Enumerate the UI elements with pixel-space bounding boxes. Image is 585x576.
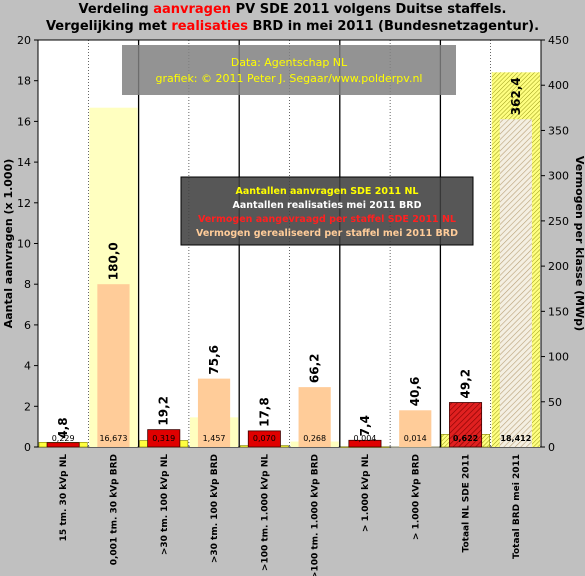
count-label-totaal-brd-mei-2011: 18,412 (500, 434, 531, 443)
count-label-totaal-nl-sde-2011: 0,622 (453, 434, 478, 443)
y2-tick-label: 250 (548, 215, 569, 228)
source-line1: Data: Agentschap NL (231, 56, 348, 69)
y-tick-label: 16 (17, 115, 31, 128)
category-label-15-tm-30-kvp-nl: 15 tm. 30 kVp NL (59, 454, 69, 542)
legend-item: Vermogen gerealiseerd per staffel mei 20… (196, 228, 458, 239)
power-bar-30-tm-100-kvp-brd (197, 378, 231, 447)
count-label-1-000-kvp-nl: 0,004 (353, 434, 376, 443)
legend-item: Aantallen aanvragen SDE 2011 NL (236, 186, 419, 197)
count-label-1-000-kvp-brd: 0,014 (404, 434, 427, 443)
power-bar-totaal-brd-mei-2011 (499, 119, 532, 447)
y2-tick-label: 200 (548, 260, 569, 273)
power-bar-15-tm-30-kvp-nl (46, 442, 80, 448)
category-label-totaal-brd-mei-2011: Totaal BRD mei 2011 (512, 454, 522, 559)
y2-tick-label: 450 (548, 34, 569, 47)
mwp-label-100-tm-1-000-kvp-nl: 17,8 (257, 397, 271, 427)
mwp-label-100-tm-1-000-kvp-brd: 66,2 (308, 354, 322, 384)
power-bar-100-tm-1-000-kvp-nl (247, 430, 281, 448)
mwp-label-30-tm-100-kvp-brd: 75,6 (207, 345, 221, 375)
category-label-1-000-kvp-brd: > 1.000 kVp BRD (411, 454, 421, 540)
source-line2: grafiek: © 2011 Peter J. Segaar/www.pold… (156, 72, 423, 85)
count-label-100-tm-1-000-kvp-brd: 0,268 (303, 434, 326, 443)
count-label-30-tm-100-kvp-nl: 0,319 (152, 434, 175, 443)
chart-title-line1: Verdeling aanvragen PV SDE 2011 volgens … (78, 2, 507, 17)
mwp-label-30-tm-100-kvp-nl: 19,2 (157, 396, 171, 426)
y-tick-label: 18 (17, 75, 31, 88)
y2-tick-label: 0 (548, 441, 555, 454)
y2-axis-label: Vermogen per klasse (MWp) (573, 156, 585, 331)
mwp-label-0-001-tm-30-kvp-brd: 180,0 (106, 242, 120, 280)
power-bar-100-tm-1-000-kvp-brd (298, 387, 331, 447)
y2-tick-label: 50 (548, 396, 562, 409)
category-label-1-000-kvp-nl: > 1.000 kVp NL (361, 454, 371, 532)
y2-tick-label: 400 (548, 79, 569, 92)
category-label-100-tm-1-000-kvp-brd: >100 tm. 1.000 kVp BRD (311, 454, 321, 576)
y-tick-label: 2 (24, 400, 31, 413)
mwp-label-totaal-nl-sde-2011: 49,2 (459, 369, 473, 399)
legend: Aantallen aanvragen SDE 2011 NL Aantallen… (180, 176, 474, 246)
mwp-label-totaal-brd-mei-2011: 362,4 (509, 77, 523, 115)
category-label-totaal-nl-sde-2011: Totaal NL SDE 2011 (462, 454, 472, 552)
count-label-100-tm-1-000-kvp-nl: 0,070 (253, 434, 276, 443)
category-label-30-tm-100-kvp-nl: >30 tm. 100 kVp NL (160, 454, 170, 555)
y-tick-label: 0 (24, 441, 31, 454)
y-tick-label: 4 (24, 360, 31, 373)
y-tick-label: 8 (24, 278, 31, 291)
y-tick-label: 10 (17, 238, 31, 251)
power-bar-1-000-kvp-brd (399, 410, 432, 447)
y-tick-label: 6 (24, 319, 31, 332)
power-bar-30-tm-100-kvp-nl (147, 429, 181, 448)
count-label-0-001-tm-30-kvp-brd: 16,673 (99, 434, 127, 443)
power-bar-1-000-kvp-nl (348, 439, 382, 448)
y2-tick-label: 350 (548, 124, 569, 137)
mwp-label-1-000-kvp-brd: 40,6 (408, 377, 422, 407)
power-bar-0-001-tm-30-kvp-brd (97, 284, 130, 447)
category-label-0-001-tm-30-kvp-brd: 0,001 tm. 30 kVp BRD (109, 454, 119, 565)
y-tick-label: 20 (17, 34, 31, 47)
mwp-label-1-000-kvp-nl: 7,4 (358, 415, 372, 436)
y-tick-label: 14 (17, 156, 31, 169)
chart-title-line2: Vergelijking met realisaties BRD in mei … (45, 19, 540, 34)
category-label-100-tm-1-000-kvp-nl: >100 tm. 1.000 kVp NL (260, 454, 270, 571)
count-label-15-tm-30-kvp-nl: 0,229 (52, 434, 75, 443)
count-label-30-tm-100-kvp-brd: 1,457 (203, 434, 226, 443)
category-label-30-tm-100-kvp-brd: >30 tm. 100 kVp BRD (210, 454, 220, 563)
mwp-label-15-tm-30-kvp-nl: 4,8 (56, 417, 70, 438)
y-axis-label: Aantal aanvragen (x 1.000) (2, 159, 15, 329)
power-bar-totaal-nl-sde-2011 (449, 402, 483, 448)
y2-tick-label: 100 (548, 351, 569, 364)
legend-item: Vermogen aangevraagd per staffel SDE 201… (198, 214, 456, 225)
source-box: Data: Agentschap NL grafiek: © 2011 Pete… (122, 45, 456, 95)
legend-item: Aantallen realisaties mei 2011 BRD (233, 200, 422, 211)
y2-tick-label: 150 (548, 305, 569, 318)
y2-tick-label: 300 (548, 170, 569, 183)
y-tick-label: 12 (17, 197, 31, 210)
